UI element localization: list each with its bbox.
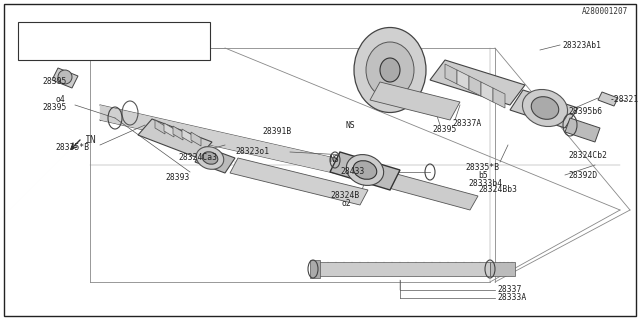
- Polygon shape: [195, 147, 235, 173]
- Polygon shape: [430, 60, 525, 105]
- Text: NS: NS: [330, 156, 340, 164]
- Polygon shape: [155, 120, 165, 134]
- Polygon shape: [310, 260, 320, 278]
- Text: b5: b5: [478, 172, 488, 180]
- Text: 28337A: 28337A: [452, 119, 481, 129]
- Text: 28323D (b1+b2+b3+b4+b5+b6): 28323D (b1+b2+b3+b4+b5+b6): [22, 49, 148, 58]
- Ellipse shape: [202, 152, 218, 164]
- Text: IN: IN: [85, 135, 97, 145]
- Ellipse shape: [531, 97, 559, 119]
- Text: A280001207: A280001207: [582, 7, 628, 17]
- Polygon shape: [481, 82, 493, 102]
- Ellipse shape: [353, 161, 377, 179]
- Polygon shape: [230, 158, 368, 205]
- Polygon shape: [52, 68, 78, 88]
- Text: 28335*B: 28335*B: [465, 164, 499, 172]
- Text: 28395b6: 28395b6: [568, 108, 602, 116]
- Polygon shape: [370, 82, 460, 120]
- Polygon shape: [598, 92, 618, 106]
- Text: 28333A: 28333A: [497, 293, 526, 302]
- Text: 28395: 28395: [42, 103, 67, 113]
- Polygon shape: [565, 118, 600, 142]
- Polygon shape: [191, 132, 201, 146]
- Text: 28395: 28395: [42, 77, 67, 86]
- Ellipse shape: [196, 147, 224, 169]
- Polygon shape: [173, 126, 183, 140]
- Text: o4: o4: [55, 95, 65, 105]
- Text: 28323C (a1+a2+a3+a4): 28323C (a1+a2+a3+a4): [22, 33, 120, 42]
- Polygon shape: [493, 88, 505, 108]
- Polygon shape: [182, 129, 192, 143]
- Text: 28324Bb3: 28324Bb3: [478, 186, 517, 195]
- Text: 28391B: 28391B: [262, 127, 291, 137]
- Text: 28324Ca3: 28324Ca3: [178, 153, 217, 162]
- Polygon shape: [315, 262, 490, 276]
- Text: 28323Ab1: 28323Ab1: [562, 41, 601, 50]
- Text: 28433: 28433: [340, 167, 364, 177]
- Polygon shape: [385, 173, 478, 210]
- Ellipse shape: [354, 28, 426, 113]
- Polygon shape: [490, 262, 515, 276]
- Text: 28333b4: 28333b4: [468, 179, 502, 188]
- Polygon shape: [469, 76, 481, 96]
- Text: 28393: 28393: [165, 172, 189, 181]
- Text: 28392D: 28392D: [568, 171, 597, 180]
- Text: 28324Cb2: 28324Cb2: [568, 150, 607, 159]
- Ellipse shape: [366, 42, 414, 98]
- Circle shape: [58, 70, 72, 84]
- Polygon shape: [164, 123, 174, 137]
- Text: o2: o2: [342, 199, 352, 209]
- Text: 28324B: 28324B: [330, 191, 359, 201]
- Polygon shape: [510, 90, 578, 128]
- Text: 28323o1: 28323o1: [235, 148, 269, 156]
- Polygon shape: [330, 152, 400, 190]
- Text: -28321: -28321: [610, 95, 639, 105]
- Text: NS: NS: [345, 121, 355, 130]
- Text: 28395: 28395: [432, 125, 456, 134]
- Ellipse shape: [346, 155, 383, 185]
- Polygon shape: [100, 105, 365, 180]
- Text: 28337: 28337: [497, 285, 522, 294]
- Text: 28335*B: 28335*B: [55, 143, 89, 153]
- Polygon shape: [457, 70, 469, 90]
- Ellipse shape: [522, 90, 568, 126]
- FancyBboxPatch shape: [18, 22, 210, 60]
- Polygon shape: [445, 64, 457, 84]
- Ellipse shape: [380, 58, 400, 82]
- Polygon shape: [138, 119, 212, 158]
